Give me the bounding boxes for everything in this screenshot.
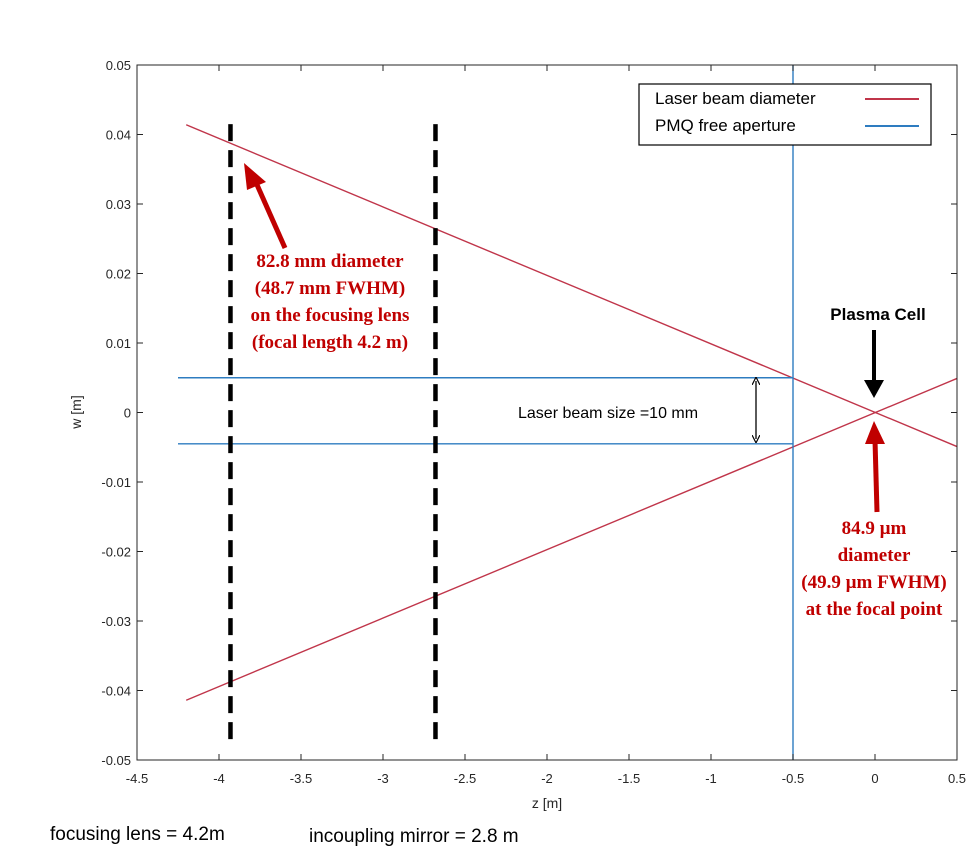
y-axis-label: w [m] <box>68 395 84 429</box>
lens-annotation: 82.8 mm diameter (48.7 mm FWHM) on the f… <box>244 163 409 353</box>
footnote-focusing-lens: focusing lens = 4.2m <box>50 824 225 845</box>
legend-label-laser: Laser beam diameter <box>655 89 816 108</box>
plot-area <box>137 65 957 760</box>
focal-annotation: 84.9 µm diameter (49.9 µm FWHM) at the f… <box>801 421 947 620</box>
x-tick-label-6: -1.5 <box>618 771 640 786</box>
beam-size-label: Laser beam size =10 mm <box>518 405 698 422</box>
plasma-cell-label: Plasma Cell <box>830 305 925 324</box>
lens-annotation-arrow-shaft <box>251 176 288 250</box>
x-tick-label-2: -3.5 <box>290 771 312 786</box>
x-tick-label-5: -2 <box>541 771 553 786</box>
focal-note-line-3: (49.9 µm FWHM) <box>801 572 947 593</box>
y-tick-label-10: 0.05 <box>106 58 131 73</box>
plasma-cell-annotation: Plasma Cell <box>830 305 926 398</box>
footnote-incoupling-mirror: incoupling mirror = 2.8 m <box>309 826 519 847</box>
y-tick-label-8: 0.03 <box>106 197 131 212</box>
y-tick-label-5: 0 <box>124 406 131 421</box>
focal-arrowhead <box>865 421 885 444</box>
lens-note-line-2: (48.7 mm FWHM) <box>255 278 405 299</box>
x-tick-label-8: -0.5 <box>782 771 804 786</box>
x-tick-label-0: -4.5 <box>126 771 148 786</box>
x-tick-label-3: -3 <box>377 771 389 786</box>
lens-note-line-4: (focal length 4.2 m) <box>252 332 408 353</box>
legend: Laser beam diameter PMQ free aperture <box>638 83 932 146</box>
y-tick-label-7: 0.02 <box>106 267 131 282</box>
y-tick-label-2: -0.03 <box>101 614 131 629</box>
y-tick-label-9: 0.04 <box>106 128 131 143</box>
x-axis-label: z [m] <box>532 795 562 811</box>
x-tick-label-7: -1 <box>705 771 717 786</box>
lens-note-line-3: on the focusing lens <box>251 305 410 326</box>
y-tick-label-6: 0.01 <box>106 336 131 351</box>
legend-label-pmq: PMQ free aperture <box>655 116 796 135</box>
focal-note-line-2: diameter <box>838 545 911 566</box>
x-tick-label-4: -2.5 <box>454 771 476 786</box>
x-tick-label-10: 0.5 <box>948 771 966 786</box>
y-tick-label-4: -0.01 <box>101 475 131 490</box>
series-line-0 <box>185 124 958 448</box>
y-tick-label-3: -0.02 <box>101 545 131 560</box>
lens-note-line-1: 82.8 mm diameter <box>256 251 404 272</box>
x-tick-label-1: -4 <box>213 771 225 786</box>
focal-note-line-4: at the focal point <box>806 599 943 620</box>
x-tick-label-9: 0 <box>871 771 878 786</box>
series-line-1 <box>185 377 958 701</box>
plasma-cell-arrowhead <box>864 380 884 398</box>
focal-note-line-1: 84.9 µm <box>842 518 907 539</box>
y-tick-label-1: -0.04 <box>101 684 131 699</box>
legend-box <box>638 83 932 146</box>
beam-size-annotation: Laser beam size =10 mm <box>518 381 756 439</box>
focal-arrow-shaft <box>872 439 880 513</box>
y-tick-label-0: -0.05 <box>101 753 131 768</box>
lens-annotation-arrowhead <box>244 163 266 190</box>
